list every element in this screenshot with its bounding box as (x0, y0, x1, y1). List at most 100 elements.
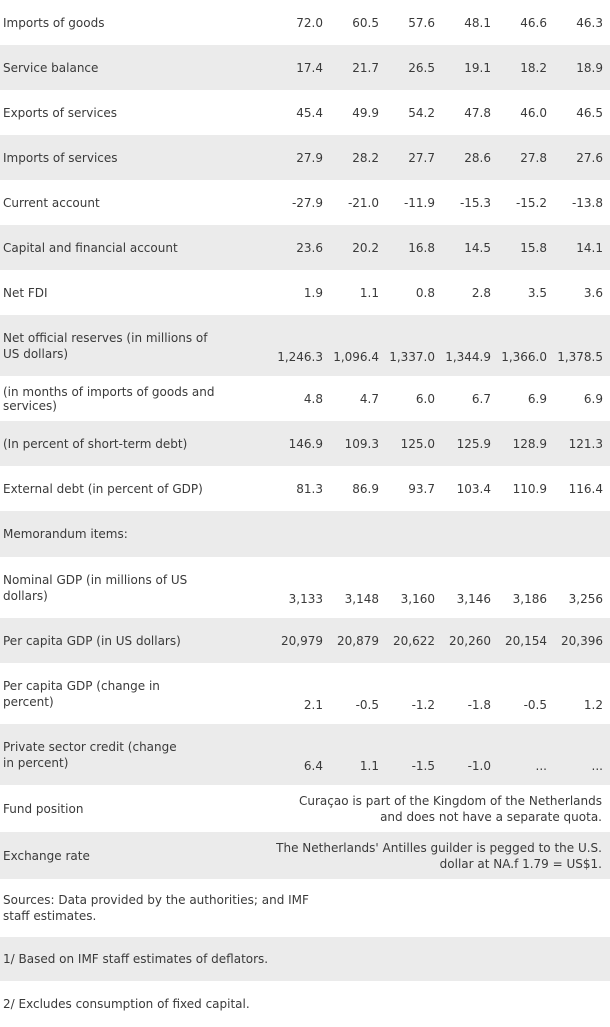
value-cell: 20,979 (274, 618, 330, 663)
table-row: (In percent of short-term debt) 146.9 109.… (0, 421, 610, 466)
value-cell: 4.8 (303, 391, 323, 406)
value-cell: 128.9 (498, 421, 554, 466)
value-cell: -21.0 (347, 195, 379, 210)
value-cell: 27.9 (274, 135, 330, 180)
row-label: Imports of services (0, 135, 274, 180)
row-label: Capital and financial account (0, 225, 274, 270)
value-cell: -0.5 (355, 698, 379, 712)
value-cell (386, 511, 442, 557)
value-cell: -1.5 (386, 724, 442, 785)
value-cell: 103.4 (456, 481, 491, 496)
table-row: External debt (in percent of GDP) 81.3 86.… (0, 466, 610, 511)
row-label: Current account (3, 195, 100, 210)
value-cell: 3,256 (568, 592, 603, 606)
value-cell: -1.8 (467, 698, 491, 712)
value-cell (554, 511, 610, 557)
row-label: Net FDI (3, 285, 48, 300)
value-cell: ... (498, 724, 554, 785)
value-cell: 20.2 (330, 225, 386, 270)
footnote-text: Sources: Data provided by the authoritie… (3, 893, 309, 923)
table-row: Net official reserves (in millions of US… (0, 315, 610, 376)
table-row: Imports of services 27.9 28.2 27.7 28.6 27.8 2… (0, 135, 610, 180)
value-cell: 3,133 (288, 592, 323, 606)
footnote-row: Sources: Data provided by the authoritie… (0, 879, 610, 937)
value-cell: -11.9 (403, 195, 435, 210)
footnote-text: 2/ Excludes consumption of fixed capital… (3, 997, 250, 1011)
exchange-rate-row: Exchange rate The Netherlands' Antilles g… (0, 832, 610, 879)
value-cell: 1,378.5 (554, 315, 610, 376)
value-cell: 57.6 (408, 15, 435, 30)
value-cell: 1,344.9 (442, 315, 498, 376)
table-row: Imports of goods 72.0 60.5 57.6 48.1 46.6 46.3 (0, 0, 610, 45)
value-cell: 28.6 (442, 135, 498, 180)
value-cell: 27.6 (554, 135, 610, 180)
value-cell: 81.3 (296, 481, 323, 496)
value-cell: 48.1 (464, 15, 491, 30)
table-row: Nominal GDP (in millions of US dollars) 3… (0, 557, 610, 618)
value-cell: 93.7 (408, 481, 435, 496)
value-cell: 1,246.3 (274, 315, 330, 376)
exchange-rate-text: The Netherlands' Antilles guilder is peg… (274, 832, 610, 879)
row-label: Nominal GDP (in millions of US dollars) (3, 572, 188, 603)
value-cell: 0.8 (415, 285, 435, 300)
row-label: Imports of goods (3, 15, 105, 30)
value-cell: 16.8 (386, 225, 442, 270)
value-cell: 20,622 (386, 618, 442, 663)
value-cell: -27.9 (291, 195, 323, 210)
value-cell: 1.1 (359, 285, 379, 300)
table-row: Net FDI 1.9 1.1 0.8 2.8 3.5 3.6 (0, 270, 610, 315)
value-cell: 20,396 (554, 618, 610, 663)
value-cell: 20,260 (442, 618, 498, 663)
value-cell: 3,186 (512, 592, 547, 606)
value-cell: 3.6 (583, 285, 603, 300)
value-cell: 17.4 (274, 45, 330, 90)
value-cell: 14.5 (442, 225, 498, 270)
value-cell: -0.5 (523, 698, 547, 712)
row-label: (in months of imports of goods and servi… (3, 384, 215, 413)
value-cell: 19.1 (442, 45, 498, 90)
table-row: Service balance 17.4 21.7 26.5 19.1 18.2 18.9 (0, 45, 610, 90)
table-row: Current account -27.9 -21.0 -11.9 -15.3 -15.2… (0, 180, 610, 225)
value-cell: 125.0 (386, 421, 442, 466)
row-label: (In percent of short-term debt) (0, 421, 274, 466)
value-cell: 45.4 (296, 105, 323, 120)
value-cell: 27.7 (386, 135, 442, 180)
table-row: Per capita GDP (in US dollars) 20,979 20,8… (0, 618, 610, 663)
value-cell: 2.1 (303, 698, 323, 712)
value-cell: 6.7 (471, 391, 491, 406)
value-cell: 20,154 (498, 618, 554, 663)
exchange-rate-label: Exchange rate (0, 832, 274, 879)
value-cell: 23.6 (274, 225, 330, 270)
value-cell: 3,160 (400, 592, 435, 606)
value-cell: 15.8 (498, 225, 554, 270)
value-cell: 110.9 (512, 481, 547, 496)
value-cell: 21.7 (330, 45, 386, 90)
value-cell: 49.9 (352, 105, 379, 120)
value-cell: 6.0 (415, 391, 435, 406)
footnote-text: 1/ Based on IMF staff estimates of defla… (0, 937, 610, 981)
value-cell: 60.5 (352, 15, 379, 30)
value-cell (442, 511, 498, 557)
value-cell: 46.5 (576, 105, 603, 120)
value-cell: 1,337.0 (386, 315, 442, 376)
value-cell: 18.2 (498, 45, 554, 90)
value-cell: 86.9 (352, 481, 379, 496)
table-row: Memorandum items: (0, 511, 610, 557)
value-cell: -1.2 (411, 698, 435, 712)
footnote-row: 1/ Based on IMF staff estimates of defla… (0, 937, 610, 981)
value-cell: 28.2 (330, 135, 386, 180)
row-label: Exports of services (3, 105, 117, 120)
row-label: Memorandum items: (0, 511, 274, 557)
value-cell: -13.8 (571, 195, 603, 210)
value-cell: 1,366.0 (498, 315, 554, 376)
value-cell: 27.8 (498, 135, 554, 180)
value-cell (274, 511, 330, 557)
value-cell: 3.5 (527, 285, 547, 300)
value-cell: 72.0 (296, 15, 323, 30)
row-label: Per capita GDP (in US dollars) (0, 618, 274, 663)
value-cell: 1,096.4 (330, 315, 386, 376)
value-cell: 146.9 (274, 421, 330, 466)
value-cell: -1.0 (442, 724, 498, 785)
value-cell: 6.9 (583, 391, 603, 406)
